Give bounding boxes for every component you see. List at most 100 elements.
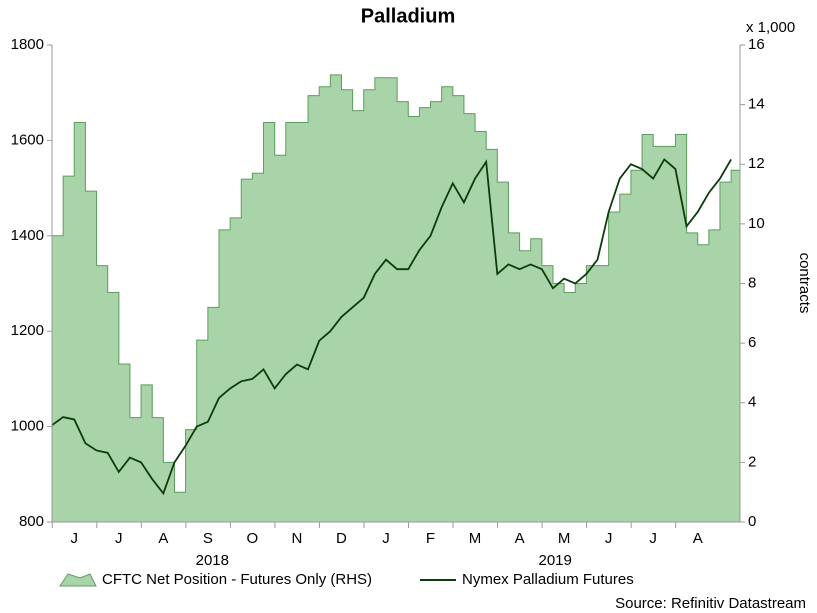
area-step: [185, 429, 198, 522]
x-tick-label: J: [649, 530, 657, 547]
x-tick-label: M: [558, 530, 571, 547]
year-label: 2019: [539, 552, 572, 569]
area-step: [118, 363, 131, 522]
area-step: [419, 107, 432, 522]
area-step: [686, 232, 699, 522]
area-step: [63, 176, 75, 523]
area-step: [642, 134, 654, 522]
area-step: [675, 134, 688, 522]
area-step: [363, 89, 376, 522]
area-step: [508, 232, 521, 522]
area-step: [586, 265, 599, 522]
area-step: [330, 74, 342, 522]
y2-axis-title: contracts: [796, 253, 813, 314]
y2-tick-label: 4: [748, 394, 756, 411]
x-tick-label: J: [71, 530, 79, 547]
area-step: [374, 77, 387, 522]
legend-label: Nymex Palladium Futures: [462, 571, 634, 588]
area-step: [218, 229, 231, 522]
area-step: [497, 182, 509, 522]
area-step: [196, 340, 209, 522]
y-tick-label: 1400: [11, 227, 44, 244]
area-step: [230, 217, 242, 522]
y-tick-label: 1800: [11, 36, 44, 53]
x-tick-label: J: [382, 530, 390, 547]
area-step: [74, 122, 86, 522]
area-step: [352, 110, 365, 523]
area-step: [575, 283, 587, 522]
area-step: [697, 244, 710, 522]
area-step: [152, 417, 164, 522]
y2-tick-label: 14: [748, 96, 765, 113]
area-step: [296, 122, 309, 522]
area-step: [385, 77, 398, 522]
x-tick-label: M: [469, 530, 482, 547]
area-step: [263, 122, 276, 522]
area-step: [141, 384, 153, 522]
area-step: [552, 283, 565, 522]
area-step: [519, 250, 532, 523]
area-step: [731, 170, 741, 522]
source: Source: Refinitiv Datastream: [615, 595, 806, 612]
area-step: [475, 131, 487, 523]
x-tick-label: F: [426, 530, 435, 547]
area-step: [308, 95, 320, 523]
area-edge: [52, 74, 740, 493]
x-tick-label: A: [693, 530, 703, 547]
area-step: [85, 191, 98, 523]
y-tick-label: 1000: [11, 418, 44, 435]
x-tick-label: D: [336, 530, 347, 547]
y2-tick-label: 2: [748, 453, 756, 470]
area-step: [653, 146, 665, 523]
area-step: [174, 492, 187, 522]
price-line: [51, 158, 732, 496]
area-step: [319, 86, 331, 523]
area-step: [252, 173, 265, 522]
y-tick-label: 1600: [11, 131, 44, 148]
area-step: [708, 229, 721, 522]
area-step: [530, 238, 543, 522]
area-step: [463, 113, 476, 522]
area-step: [441, 86, 454, 523]
area-step: [608, 211, 621, 522]
area-step: [207, 307, 220, 522]
area-step: [397, 101, 409, 523]
area-step: [285, 122, 298, 522]
area-step: [341, 89, 354, 522]
area-step: [241, 179, 253, 522]
x-tick-label: N: [291, 530, 302, 547]
area-step: [430, 101, 443, 523]
legend-label: CFTC Net Position - Futures Only (RHS): [102, 571, 372, 588]
area-step: [630, 170, 643, 522]
area-step: [664, 146, 676, 523]
x-tick-label: A: [158, 530, 168, 547]
year-label: 2018: [196, 552, 229, 569]
area-step: [564, 292, 576, 522]
x-tick-label: S: [203, 530, 213, 547]
area-step: [541, 265, 554, 522]
y2-tick-label: 6: [748, 334, 756, 351]
area-step: [619, 194, 632, 522]
area-step: [452, 95, 465, 523]
area-step: [274, 155, 287, 522]
area-step: [597, 265, 610, 522]
area-step: [107, 292, 120, 522]
area-step: [52, 235, 64, 523]
y2-tick-label: 0: [748, 513, 756, 530]
legend-swatch: [59, 573, 97, 587]
area-step: [129, 417, 142, 522]
x-tick-label: J: [115, 530, 123, 547]
y-tick-label: 1200: [11, 322, 44, 339]
y2-tick-label: 16: [748, 36, 765, 53]
y2-tick-label: 8: [748, 274, 756, 291]
area-step: [486, 149, 498, 522]
y2-unit: x 1,000: [746, 19, 795, 36]
area-step: [719, 182, 732, 522]
x-tick-label: A: [515, 530, 525, 547]
x-tick-label: J: [605, 530, 613, 547]
area-step: [96, 265, 109, 522]
y-tick-label: 800: [19, 513, 44, 530]
area-step: [408, 116, 420, 523]
y2-tick-label: 12: [748, 155, 765, 172]
